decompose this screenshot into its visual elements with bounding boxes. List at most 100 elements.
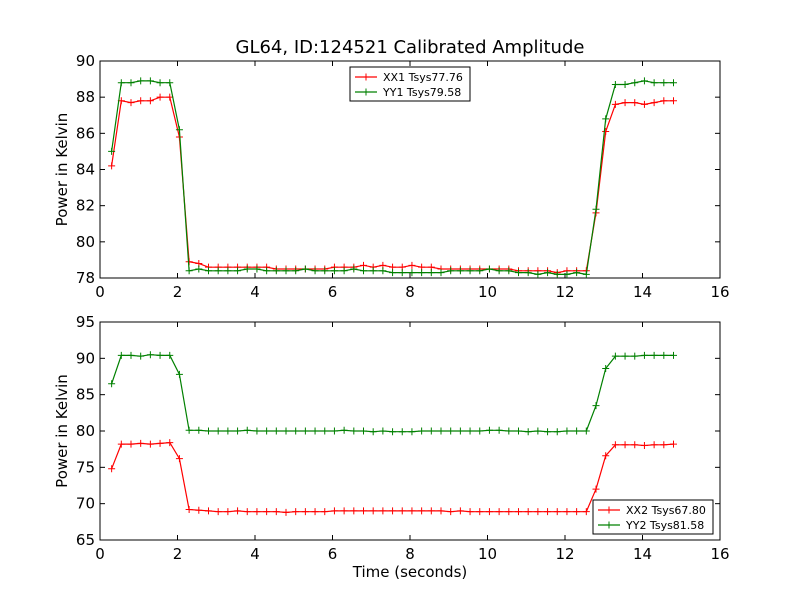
data-point <box>195 265 203 273</box>
data-point <box>311 508 319 516</box>
data-point <box>640 100 648 108</box>
data-point <box>447 508 455 516</box>
data-point <box>631 99 639 107</box>
data-point <box>408 261 416 269</box>
data-point <box>602 365 610 373</box>
data-point <box>330 427 338 435</box>
data-point <box>137 352 145 360</box>
y-tick-label: 95 <box>76 313 95 331</box>
data-point <box>582 508 590 516</box>
data-point <box>505 427 513 435</box>
data-point <box>485 265 493 273</box>
data-point <box>534 427 542 435</box>
data-point <box>427 507 435 515</box>
data-point <box>447 427 455 435</box>
data-point <box>631 352 639 360</box>
data-point <box>611 352 619 360</box>
y-tick-label: 65 <box>76 531 95 549</box>
data-point <box>369 267 377 275</box>
x-tick-label: 16 <box>710 545 729 563</box>
legend-marker <box>605 506 613 514</box>
data-point <box>456 507 464 515</box>
data-point <box>263 508 271 516</box>
data-point <box>447 267 455 275</box>
data-point <box>224 427 232 435</box>
data-point <box>263 427 271 435</box>
x-tick-label: 4 <box>250 545 260 563</box>
data-point <box>243 426 251 434</box>
data-point <box>418 507 426 515</box>
data-point <box>205 427 212 435</box>
data-point <box>515 269 522 277</box>
data-point <box>670 440 677 448</box>
data-point <box>243 508 251 516</box>
x-axis-label: Time (seconds) <box>352 563 468 581</box>
data-point <box>582 427 590 435</box>
data-point <box>602 115 610 123</box>
x-tick-label: 8 <box>405 545 415 563</box>
data-point <box>137 97 145 105</box>
data-point <box>330 267 338 275</box>
x-tick-label: 0 <box>95 283 105 301</box>
data-point <box>272 427 280 435</box>
data-point <box>660 351 668 359</box>
data-point <box>592 205 600 213</box>
data-point <box>301 265 309 273</box>
data-point <box>137 439 145 447</box>
data-point <box>524 269 532 277</box>
data-point <box>621 81 629 89</box>
data-point <box>117 79 125 87</box>
data-point <box>108 162 116 170</box>
data-point <box>108 147 116 155</box>
bottom-panel: 0 2 4 6 8 10 12 14 16 65 70 75 80 85 90 95 Power in Kelv… <box>53 313 730 581</box>
data-point <box>389 269 397 277</box>
legend-marker <box>362 73 370 81</box>
data-point <box>156 351 164 359</box>
data-point <box>456 427 464 435</box>
data-point <box>476 427 484 435</box>
data-point <box>166 79 174 87</box>
data-point <box>553 428 561 436</box>
data-point <box>563 270 571 278</box>
data-point <box>214 267 222 275</box>
data-point <box>524 508 532 516</box>
data-point <box>670 351 677 359</box>
data-point <box>175 126 183 134</box>
data-point <box>224 508 232 516</box>
data-point <box>205 267 212 275</box>
data-point <box>660 441 668 449</box>
data-point <box>360 267 367 275</box>
data-point <box>611 81 619 89</box>
data-point <box>476 267 484 275</box>
data-point <box>340 267 348 275</box>
x-tick-label: 4 <box>250 283 260 301</box>
data-point <box>573 508 581 516</box>
data-point <box>350 507 358 515</box>
x-tick-label: 6 <box>328 283 338 301</box>
data-point <box>485 508 493 516</box>
data-point <box>253 508 261 516</box>
data-point <box>369 428 377 436</box>
data-point <box>127 79 135 87</box>
data-point <box>214 508 222 516</box>
data-point <box>456 267 464 275</box>
y-tick-label: 90 <box>76 52 95 70</box>
data-point <box>311 267 319 275</box>
legend-marker <box>362 88 370 96</box>
data-point <box>631 441 639 449</box>
data-point <box>534 508 542 516</box>
data-point <box>505 267 513 275</box>
chart-title: GL64, ID:124521 Calibrated Amplitude <box>236 37 585 58</box>
data-point <box>379 427 387 435</box>
data-point <box>602 128 610 136</box>
y-tick-label: 85 <box>76 386 95 404</box>
data-point <box>418 427 426 435</box>
y-tick-label: 82 <box>76 197 95 215</box>
data-point <box>127 351 135 359</box>
x-tick-label: 2 <box>173 545 183 563</box>
data-point <box>437 507 445 515</box>
data-point <box>350 427 358 435</box>
data-point <box>292 427 300 435</box>
legend-label: XX1 Tsys77.76 <box>383 71 463 84</box>
